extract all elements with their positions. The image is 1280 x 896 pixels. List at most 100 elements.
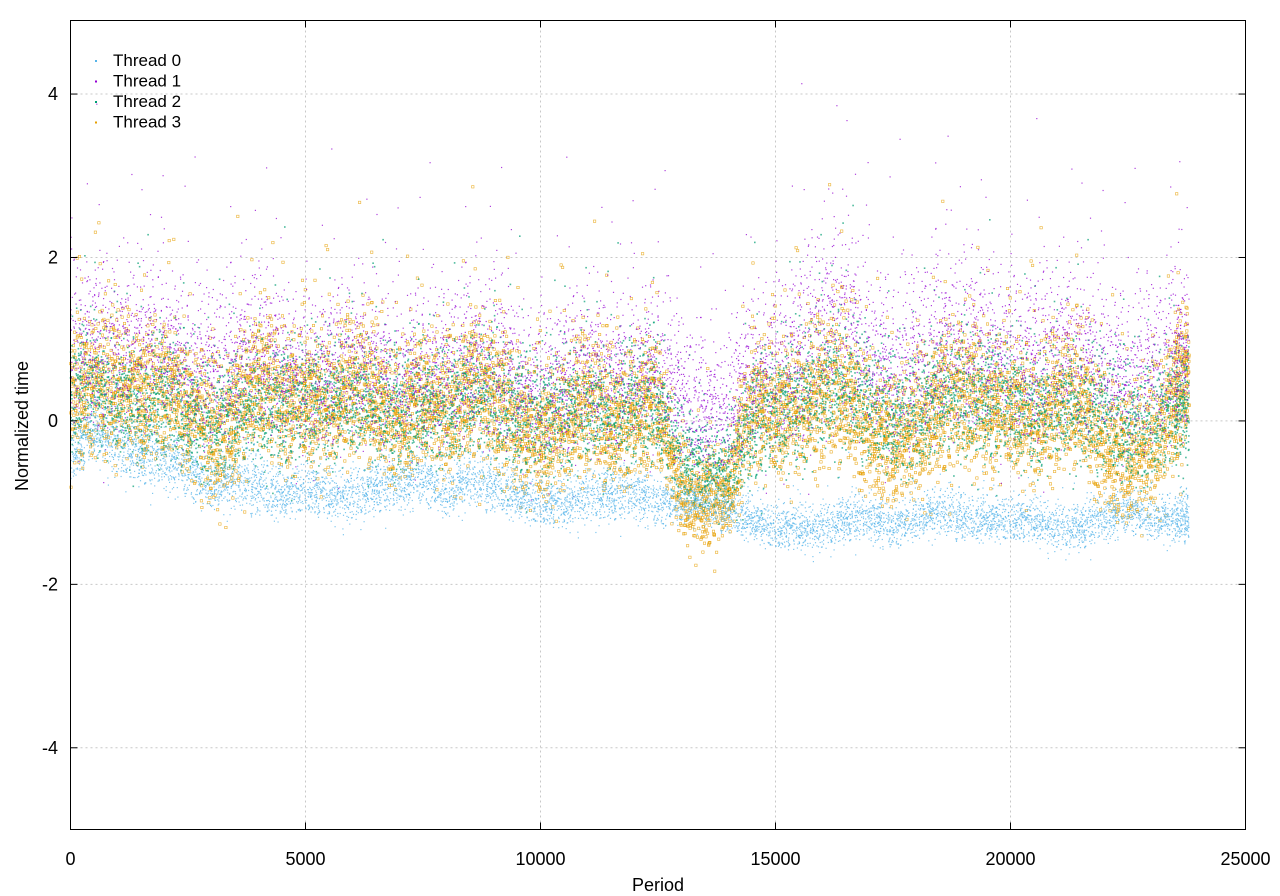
data-point [443, 361, 447, 365]
data-point [529, 465, 533, 469]
data-point [708, 484, 712, 488]
data-point [641, 252, 645, 256]
data-point [211, 327, 215, 331]
data-point [386, 363, 390, 367]
data-point [164, 353, 168, 357]
data-point [469, 323, 473, 327]
data-point [478, 313, 482, 317]
data-point [593, 219, 597, 223]
data-point [93, 456, 97, 460]
data-point [671, 386, 675, 390]
data-point [87, 348, 91, 352]
data-point [459, 361, 463, 365]
data-point [545, 363, 549, 367]
data-point [581, 360, 585, 364]
data-point [129, 385, 133, 389]
data-point [424, 453, 428, 457]
data-point [546, 356, 550, 360]
data-point [492, 422, 496, 426]
data-point [253, 317, 257, 321]
data-point [176, 423, 180, 427]
data-point [566, 466, 570, 470]
data-point [593, 361, 597, 365]
data-point [465, 444, 469, 448]
data-point [322, 448, 326, 452]
data-point [92, 385, 96, 389]
data-point [662, 371, 666, 375]
data-point [99, 414, 103, 418]
data-point [274, 395, 278, 399]
data-point [660, 465, 664, 469]
data-point [463, 366, 467, 370]
data-point [357, 369, 361, 373]
data-point [100, 386, 104, 390]
data-point [173, 331, 177, 335]
data-point [427, 424, 431, 428]
data-point [198, 411, 202, 415]
data-point [632, 440, 636, 444]
data-point [430, 324, 434, 328]
data-point [127, 308, 131, 312]
data-point [81, 466, 85, 470]
data-point [268, 399, 272, 403]
data-point [258, 291, 262, 295]
data-point [175, 420, 179, 424]
data-point [146, 324, 150, 328]
data-point [97, 221, 101, 225]
data-point [737, 502, 741, 506]
data-point [695, 493, 699, 497]
data-point [177, 404, 181, 408]
data-point [117, 439, 121, 443]
data-point [130, 349, 134, 353]
data-point [347, 328, 351, 332]
data-point [686, 544, 690, 548]
data-point [481, 431, 485, 435]
data-point [423, 334, 427, 338]
data-point [163, 414, 167, 418]
data-point [294, 394, 298, 398]
data-point [741, 304, 745, 308]
data-point [479, 335, 483, 339]
data-point [379, 361, 383, 365]
data-point [548, 309, 552, 313]
data-point [170, 369, 174, 373]
data-point [292, 324, 296, 328]
data-point [231, 372, 235, 376]
data-point [409, 307, 413, 311]
data-point [158, 399, 162, 403]
data-point [218, 438, 222, 442]
data-point [141, 353, 145, 357]
data-point [313, 278, 317, 282]
data-point [450, 430, 454, 434]
data-point [129, 400, 133, 404]
data-point [505, 387, 509, 391]
data-point [515, 339, 519, 343]
data-point [278, 414, 282, 418]
data-point [351, 396, 355, 400]
data-point [236, 214, 240, 218]
data-point [517, 350, 521, 354]
data-point [642, 386, 646, 390]
data-point [239, 328, 243, 332]
data-point [592, 474, 596, 478]
data-point [704, 521, 708, 525]
data-point [112, 391, 116, 395]
data-point [234, 334, 238, 338]
data-point [375, 346, 379, 350]
data-point [471, 185, 475, 189]
data-point [78, 333, 82, 337]
data-point [526, 456, 530, 460]
data-point [573, 337, 577, 341]
data-point [400, 381, 404, 385]
data-point [324, 244, 328, 248]
data-point [401, 332, 405, 336]
data-point [315, 434, 319, 438]
data-point [591, 344, 595, 348]
data-point [451, 323, 455, 327]
data-point [614, 471, 618, 475]
data-point [535, 317, 539, 321]
data-point [586, 337, 590, 341]
data-point [84, 346, 88, 350]
data-point [74, 408, 78, 412]
data-point [313, 420, 317, 424]
